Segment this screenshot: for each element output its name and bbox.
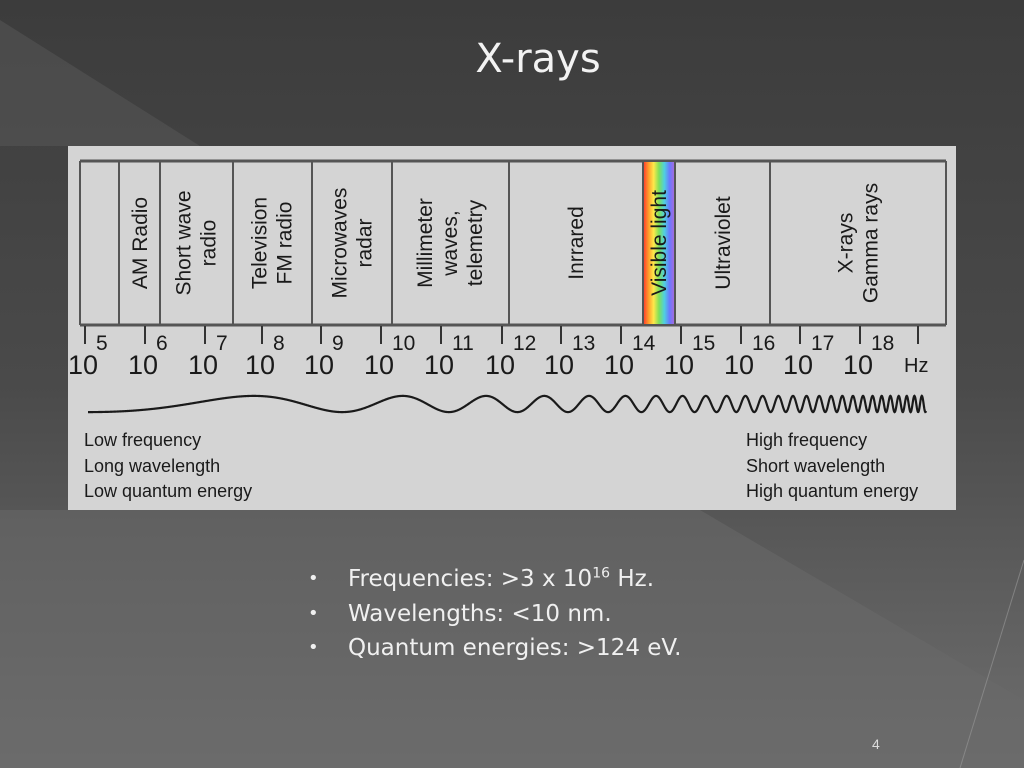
- facts-list: • Frequencies: >3 x 1016 Hz. • Wavelengt…: [308, 562, 682, 666]
- band-label-shortwave: Short wave: [173, 190, 196, 295]
- scale-base: 10: [245, 350, 275, 380]
- band-label-xray: X-rays: [835, 213, 858, 274]
- scale-exponent: 7: [216, 332, 228, 355]
- scale-base: 10: [304, 350, 334, 380]
- short-wavelength-label: Short wavelength: [746, 455, 886, 476]
- frequency-exponent: 16: [592, 565, 611, 582]
- frequency-wave: [88, 394, 928, 414]
- low-frequency-label: Low frequency: [84, 430, 202, 450]
- scale-exponent: 16: [752, 332, 775, 355]
- low-end-labels: Low frequency Long wavelength Low quantu…: [84, 428, 252, 505]
- band-label-microwave: Microwaves: [329, 188, 352, 299]
- scale-exponent: 9: [332, 332, 344, 355]
- scale-exponent: 6: [156, 332, 168, 355]
- high-end-labels: High frequency Short wavelength High qua…: [746, 428, 918, 505]
- scale-base: 10: [485, 350, 515, 380]
- scale-exponent: 13: [572, 332, 595, 355]
- long-wavelength-label: Long wavelength: [84, 455, 221, 476]
- scale-exponent: 10: [392, 332, 415, 355]
- band-label-millimeter: waves,: [439, 210, 462, 276]
- scale-base: 10: [364, 350, 394, 380]
- scale-exponent: 18: [871, 332, 894, 355]
- wavelength-text: Wavelengths: <10 nm.: [348, 600, 612, 627]
- scale-base: 10: [68, 350, 98, 380]
- scale-exponent: 11: [452, 332, 474, 355]
- energy-fact: • Quantum energies: >124 eV.: [308, 631, 682, 666]
- band-label-millimeter: telemetry: [464, 199, 487, 286]
- scale-base: 10: [664, 350, 694, 380]
- scale-exponent: 15: [692, 332, 715, 355]
- band-label-uv: Ultraviolet: [712, 196, 735, 290]
- band-label-visible: Visible light: [648, 190, 671, 296]
- high-frequency-label: High frequency: [746, 430, 868, 450]
- scale-base: 10: [604, 350, 634, 380]
- band-label-millimeter: Millimeter: [414, 198, 437, 288]
- scale-exponent: 8: [273, 332, 285, 355]
- frequency-prefix: Frequencies: >3 x 10: [348, 566, 593, 592]
- scale-base: 10: [128, 350, 158, 380]
- frequency-suffix: Hz.: [610, 566, 655, 592]
- frequency-fact: • Frequencies: >3 x 1016 Hz.: [308, 562, 682, 597]
- scale-base: 10: [188, 350, 218, 380]
- unit-label: Hz: [904, 355, 928, 377]
- high-quantum-energy-label: High quantum energy: [746, 481, 919, 501]
- band-label-infrared: Inrrared: [565, 206, 588, 280]
- em-spectrum-figure: AM Radio Short wave radio Television FM radi…: [68, 146, 956, 510]
- scale-base: 10: [544, 350, 574, 380]
- scale-ticks: [84, 326, 919, 344]
- em-spectrum-diagram: AM Radio Short wave radio Television FM radi…: [68, 159, 947, 414]
- wavelength-fact: • Wavelengths: <10 nm.: [308, 597, 682, 632]
- band-label-am: AM Radio: [129, 197, 152, 289]
- band-label-xray: Gamma rays: [860, 183, 883, 303]
- scale-exponent: 12: [513, 332, 536, 355]
- visible-light-band: [643, 162, 675, 324]
- bullet-icon: •: [308, 568, 319, 589]
- band-label-tv: Television: [249, 197, 272, 289]
- bullet-icon: •: [308, 637, 319, 658]
- scale-exponent: 17: [811, 332, 834, 355]
- low-quantum-energy-label: Low quantum energy: [84, 481, 253, 501]
- scale-exponent: 5: [96, 332, 108, 355]
- band-label-microwave: radar: [354, 218, 377, 267]
- page-number: 4: [872, 736, 880, 752]
- band-dividers: [79, 161, 947, 325]
- bullet-icon: •: [308, 602, 319, 624]
- scale-base: 10: [424, 350, 454, 380]
- band-labels: AM Radio Short wave radio Television FM radi…: [129, 183, 883, 303]
- scale-base: 10: [724, 350, 754, 380]
- scale-base: 10: [783, 350, 813, 380]
- scale-base: 10: [843, 350, 873, 380]
- band-label-tv: FM radio: [274, 202, 297, 285]
- slide-title: X-rays: [475, 36, 601, 82]
- scale-exponent: 14: [632, 332, 656, 355]
- band-label-shortwave: radio: [198, 220, 221, 267]
- energy-text: Quantum energies: >124 eV.: [348, 635, 682, 661]
- scale-labels: 5106107108109101010111012101310141015101…: [68, 332, 894, 380]
